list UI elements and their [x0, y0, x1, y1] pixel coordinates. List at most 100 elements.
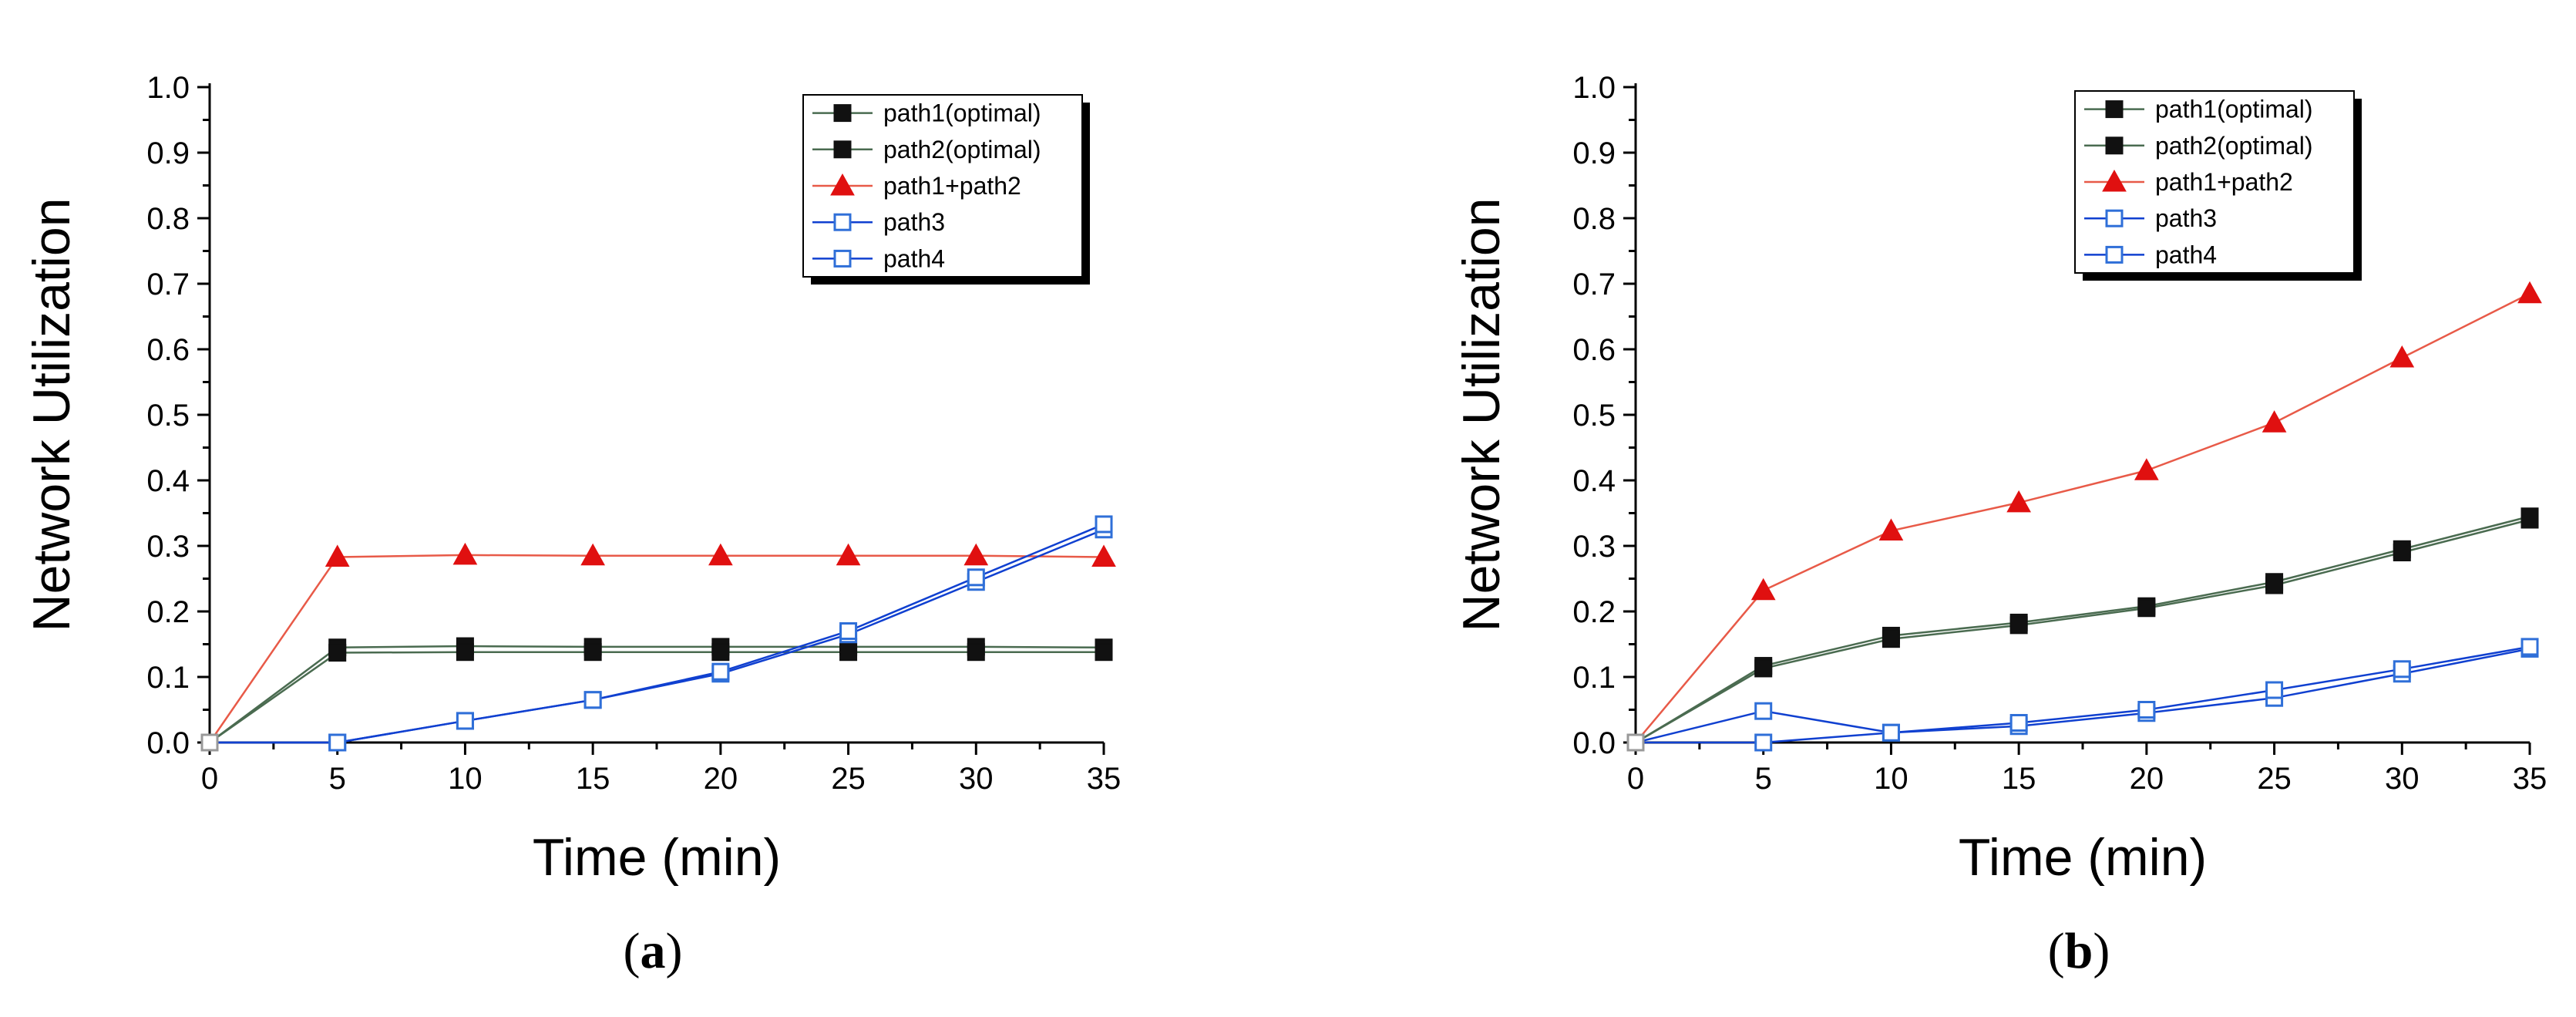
- y-axis-title: Network Utilization: [1452, 197, 1511, 631]
- legend-swatch-marker: [833, 213, 852, 231]
- x-tick-label: 30: [2385, 762, 2420, 796]
- legend-swatch-marker: [2105, 245, 2124, 264]
- legend-label: path3: [2155, 204, 2217, 232]
- data-point: [325, 544, 350, 567]
- data-point: [456, 712, 474, 730]
- chart-panel-a: 0 5 10 15 20 25 30 35 0.0 0.1 0.2 0.3 0.4 0.5 0.6 0.7 0.…: [22, 71, 1121, 979]
- legend-label: path1+path2: [2155, 168, 2293, 196]
- y-tick-label: 0.7: [1572, 268, 1616, 301]
- legend-swatch-marker: [2102, 169, 2127, 192]
- x-axis-title: Time (min): [533, 828, 781, 887]
- data-point: [2393, 660, 2411, 679]
- data-point: [836, 543, 861, 566]
- x-tick-label: 25: [2257, 762, 2292, 796]
- legend-label: path2(optimal): [883, 136, 1041, 163]
- data-point: [1750, 578, 1776, 601]
- x-tick-label: 10: [1874, 762, 1908, 796]
- data-point: [839, 643, 858, 662]
- data-point: [2521, 510, 2539, 529]
- data-point: [2393, 544, 2411, 561]
- data-point: [1754, 733, 1773, 752]
- data-point: [580, 543, 605, 566]
- data-point: [967, 568, 985, 587]
- data-point: [1882, 723, 1900, 742]
- series-line-path2(optimal): [209, 651, 1104, 744]
- x-tick-label: 15: [2002, 762, 2036, 796]
- legend-label: path4: [883, 244, 945, 272]
- y-tick-label: 0.4: [146, 464, 190, 498]
- series-line-path1(optimal): [1635, 515, 2531, 744]
- x-tick-label: 20: [704, 762, 738, 796]
- legend-label: path1+path2: [883, 172, 1021, 200]
- y-tick-label: 0.2: [146, 595, 190, 629]
- data-point: [963, 543, 989, 566]
- x-tick-label: 35: [2513, 762, 2547, 796]
- panel-label: (a): [624, 923, 683, 979]
- data-point: [967, 643, 985, 662]
- series-line-path1+path2: [208, 554, 1105, 743]
- y-tick-label: 1.0: [1572, 71, 1616, 105]
- legend-swatch-marker: [2105, 209, 2124, 227]
- y-tick-label: 0.6: [1572, 333, 1616, 367]
- data-point: [2389, 345, 2415, 368]
- data-point: [328, 644, 347, 662]
- data-point: [711, 643, 730, 662]
- y-tick-label: 0.0: [146, 726, 190, 760]
- y-tick-label: 0.1: [146, 661, 190, 695]
- legend-swatch-marker: [2105, 100, 2124, 119]
- data-point: [2009, 616, 2028, 635]
- data-point: [708, 543, 733, 566]
- data-point: [1882, 630, 1900, 648]
- series-line-path3: [1635, 648, 2531, 744]
- x-tick-label: 15: [576, 762, 610, 796]
- data-point: [2137, 599, 2156, 618]
- data-point: [452, 542, 478, 565]
- y-tick-label: 0.0: [1572, 726, 1616, 760]
- series-line-path1(optimal): [209, 645, 1105, 744]
- y-tick-label: 0.2: [1572, 595, 1616, 629]
- legend-label: path1(optimal): [2155, 96, 2313, 123]
- y-tick-label: 0.8: [146, 202, 190, 236]
- data-point: [2517, 281, 2542, 304]
- y-tick-label: 0.4: [1572, 464, 1616, 498]
- data-point: [2521, 638, 2539, 656]
- y-axis-title: Network Utilization: [22, 197, 81, 631]
- data-point: [583, 691, 602, 709]
- x-tick-label: 5: [329, 762, 346, 796]
- legend-swatch-marker: [830, 173, 855, 196]
- legend: path1(optimal) path2(optimal) path1+path2 p…: [802, 94, 1090, 285]
- data-point: [1626, 733, 1645, 752]
- y-tick-label: 0.3: [1572, 530, 1616, 564]
- data-point: [200, 733, 219, 752]
- data-point: [1754, 702, 1773, 720]
- y-tick-label: 0.6: [146, 333, 190, 367]
- data-point: [2265, 681, 2284, 699]
- data-point: [2134, 458, 2159, 480]
- legend-box: [2074, 90, 2355, 274]
- y-tick-label: 0.8: [1572, 202, 1616, 236]
- y-tick-label: 0.5: [146, 399, 190, 433]
- x-tick-label: 5: [1755, 762, 1772, 796]
- y-tick-label: 0.3: [146, 530, 190, 564]
- legend-label: path2(optimal): [2155, 132, 2313, 160]
- legend-swatch-marker: [833, 104, 852, 123]
- legend-label: path1(optimal): [883, 99, 1041, 127]
- y-tick-label: 0.1: [1572, 661, 1616, 695]
- y-tick-label: 0.9: [1572, 136, 1616, 170]
- y-tick-label: 0.9: [146, 136, 190, 170]
- panel-label: (b): [2048, 923, 2110, 979]
- y-tick-label: 0.5: [1572, 399, 1616, 433]
- series-line-path4: [1636, 645, 2531, 744]
- series-line-path2(optimal): [1635, 518, 2531, 744]
- series-line-path1+path2: [1635, 292, 2531, 743]
- data-point: [2006, 490, 2031, 513]
- data-point: [2265, 576, 2284, 594]
- series-line-path4: [210, 523, 1105, 744]
- data-point: [1091, 544, 1116, 567]
- data-point: [2009, 714, 2028, 732]
- data-point: [711, 662, 730, 681]
- chart-panel-b: 0 5 10 15 20 25 30 35 0.0 0.1 0.2 0.3 0.4 0.5 0.6 0.7 0.…: [1452, 71, 2547, 979]
- y-tick-label: 0.7: [146, 268, 190, 301]
- legend-label: path3: [883, 208, 945, 236]
